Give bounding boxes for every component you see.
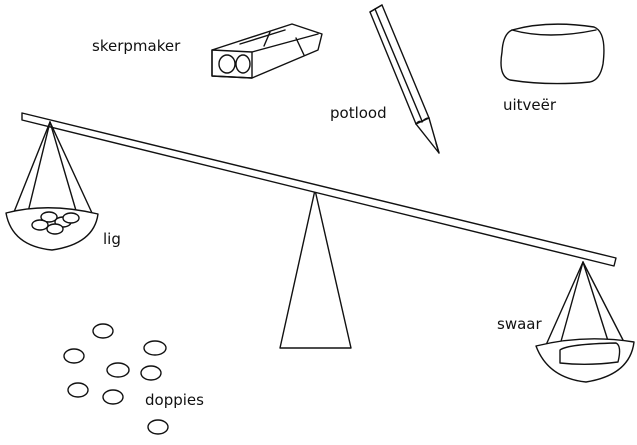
- caps-pile: [63, 323, 169, 435]
- scale-fulcrum: [279, 189, 352, 349]
- eraser-image: [500, 23, 605, 85]
- pencil-image: [369, 4, 440, 154]
- label-eraser: uitveër: [503, 96, 557, 114]
- label-pencil: potlood: [330, 104, 387, 122]
- sharpener-image: [211, 23, 323, 79]
- scale-beam: [21, 112, 617, 267]
- right-pan: [535, 261, 635, 383]
- left-pan: [5, 121, 99, 251]
- label-heavy: swaar: [497, 315, 542, 333]
- label-caps: doppies: [145, 391, 204, 409]
- label-light: lig: [103, 230, 121, 248]
- label-sharpener: skerpmaker: [92, 37, 181, 55]
